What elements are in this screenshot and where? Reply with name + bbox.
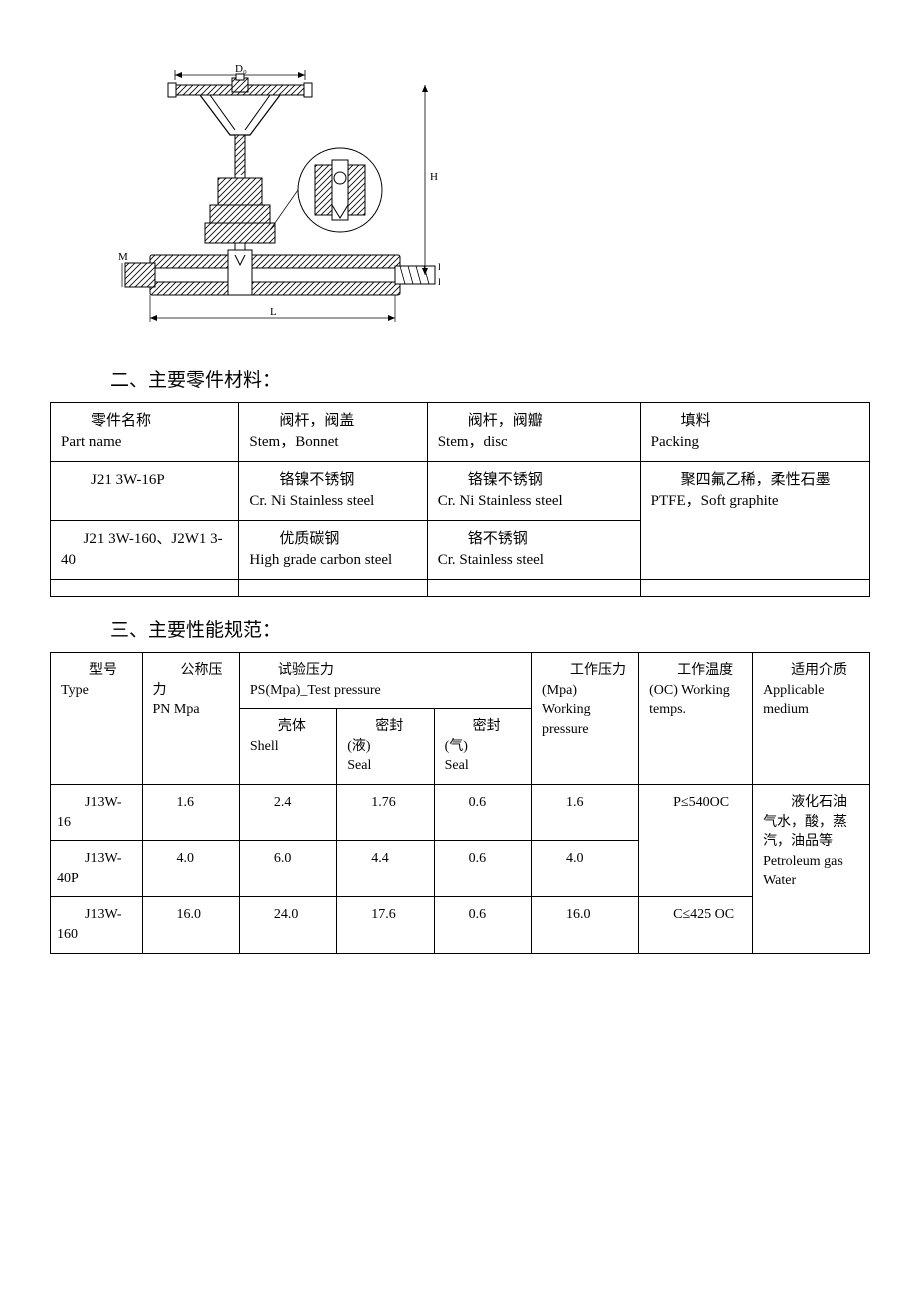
spec-table: 型号 Type 公称压力 PN Mpa 试验压力 PS(Mpa)_Test pr… <box>50 652 870 954</box>
mat-r2-c2-cn: 优质碳钢 <box>249 529 416 550</box>
hdr-seal-gas-cn: 密封(气) <box>445 717 521 756</box>
section2-heading: 二、主要零件材料： <box>110 365 870 392</box>
r2-wp: 4.0 <box>538 849 632 869</box>
hdr-wt-en: (OC) Working temps. <box>649 683 730 718</box>
hdr-stem-bonnet-cn: 阀杆，阀盖 <box>249 411 416 432</box>
mat-r2-c1: J21 3W-160、J2W1 3-40 <box>61 529 228 571</box>
table-row: J13W-16 1.6 2.4 1.76 0.6 1.6 P≤540OC 液化石… <box>51 784 870 840</box>
hdr-type-en: Type <box>61 683 89 698</box>
hdr-part-cn: 零件名称 <box>61 411 228 432</box>
r3-seal-l: 17.6 <box>343 905 427 925</box>
hdr-seal-liq-en: Seal <box>347 758 371 773</box>
mat-r1-c2-en: Cr. Ni Stainless steel <box>249 493 374 509</box>
r3-shell: 24.0 <box>246 905 330 925</box>
r2-pn: 4.0 <box>149 849 233 869</box>
hdr-type-cn: 型号 <box>61 661 132 681</box>
r3-pn: 16.0 <box>149 905 233 925</box>
r2-seal-g: 0.6 <box>441 849 525 869</box>
medium-cn: 液化石油气水，酸，蒸汽，油品等 <box>763 793 859 852</box>
temp1: P≤540OC <box>645 793 746 813</box>
hdr-packing-cn: 填料 <box>651 411 859 432</box>
table-header-row: 零件名称 Part name 阀杆，阀盖 Stem，Bonnet 阀杆，阀瓣 S… <box>51 403 870 462</box>
valve-svg: D₀ M <box>110 60 440 340</box>
materials-table: 零件名称 Part name 阀杆，阀盖 Stem，Bonnet 阀杆，阀瓣 S… <box>50 402 870 597</box>
hdr-seal-gas-en: Seal <box>445 758 469 773</box>
r2-shell: 6.0 <box>246 849 330 869</box>
r3-type: J13W-160 <box>57 905 136 944</box>
r1-type: J13W-16 <box>57 793 136 832</box>
mat-r1-c3-en: Cr. Ni Stainless steel <box>438 493 563 509</box>
hdr-test-cn: 试验压力 <box>250 661 521 681</box>
hdr-packing-en: Packing <box>651 434 699 450</box>
r1-wp: 1.6 <box>538 793 632 813</box>
hdr-part-en: Part name <box>61 434 121 450</box>
mat-r1-c1: J21 3W-16P <box>61 470 228 491</box>
hdr-wp-cn: 工作压力 <box>542 661 628 681</box>
label-m: M <box>118 251 128 263</box>
table-row <box>51 580 870 597</box>
r2-seal-l: 4.4 <box>343 849 427 869</box>
table-header-row: 型号 Type 公称压力 PN Mpa 试验压力 PS(Mpa)_Test pr… <box>51 653 870 709</box>
hdr-shell-cn: 壳体 <box>250 717 326 737</box>
temp2: C≤425 OC <box>645 905 746 925</box>
mat-r2-c3-en: Cr. Stainless steel <box>438 552 544 568</box>
r1-pn: 1.6 <box>149 793 233 813</box>
r3-wp: 16.0 <box>538 905 632 925</box>
hdr-stem-disc-cn: 阀杆，阀瓣 <box>438 411 630 432</box>
hdr-stem-bonnet-en: Stem，Bonnet <box>249 434 338 450</box>
packing-en: PTFE，Soft graphite <box>651 493 779 509</box>
hdr-pn-en: PN Mpa <box>153 702 200 717</box>
hdr-med-cn: 适用介质 <box>763 661 859 681</box>
mat-r2-c2-en: High grade carbon steel <box>249 552 392 568</box>
label-d2: D₂ <box>438 277 440 287</box>
r1-seal-l: 1.76 <box>343 793 427 813</box>
hdr-wt-cn: 工作温度 <box>649 661 742 681</box>
mat-r1-c2-cn: 铬镍不锈钢 <box>249 470 416 491</box>
table-row: J13W-160 16.0 24.0 17.6 0.6 16.0 C≤425 O… <box>51 897 870 953</box>
valve-diagram: D₀ M <box>110 60 870 345</box>
section3-heading: 三、主要性能规范： <box>110 615 870 642</box>
r3-seal-g: 0.6 <box>441 905 525 925</box>
mat-r2-c3-cn: 铬不锈钢 <box>438 529 630 550</box>
label-l: L <box>270 306 277 318</box>
hdr-pn-cn: 公称压力 <box>153 661 229 700</box>
label-d1: D₁ <box>438 262 440 272</box>
hdr-shell-en: Shell <box>250 739 279 754</box>
r1-seal-g: 0.6 <box>441 793 525 813</box>
label-h: H <box>430 171 438 183</box>
r1-shell: 2.4 <box>246 793 330 813</box>
hdr-seal-liq-cn: 密封(液) <box>347 717 423 756</box>
hdr-stem-disc-en: Stem，disc <box>438 434 508 450</box>
hdr-test-en: PS(Mpa)_Test pressure <box>250 681 521 701</box>
hdr-med-en: Applicable medium <box>763 683 824 718</box>
hdr-wp-en: (Mpa) Working pressure <box>542 683 591 737</box>
label-d0: D₀ <box>235 63 247 75</box>
table-row: J21 3W-16P 铬镍不锈钢 Cr. Ni Stainless steel … <box>51 462 870 521</box>
packing-cn: 聚四氟乙稀，柔性石墨 <box>651 470 859 491</box>
r2-type: J13W-40P <box>57 849 136 888</box>
mat-r1-c3-cn: 铬镍不锈钢 <box>438 470 630 491</box>
medium-en: Petroleum gas Water <box>763 854 843 889</box>
